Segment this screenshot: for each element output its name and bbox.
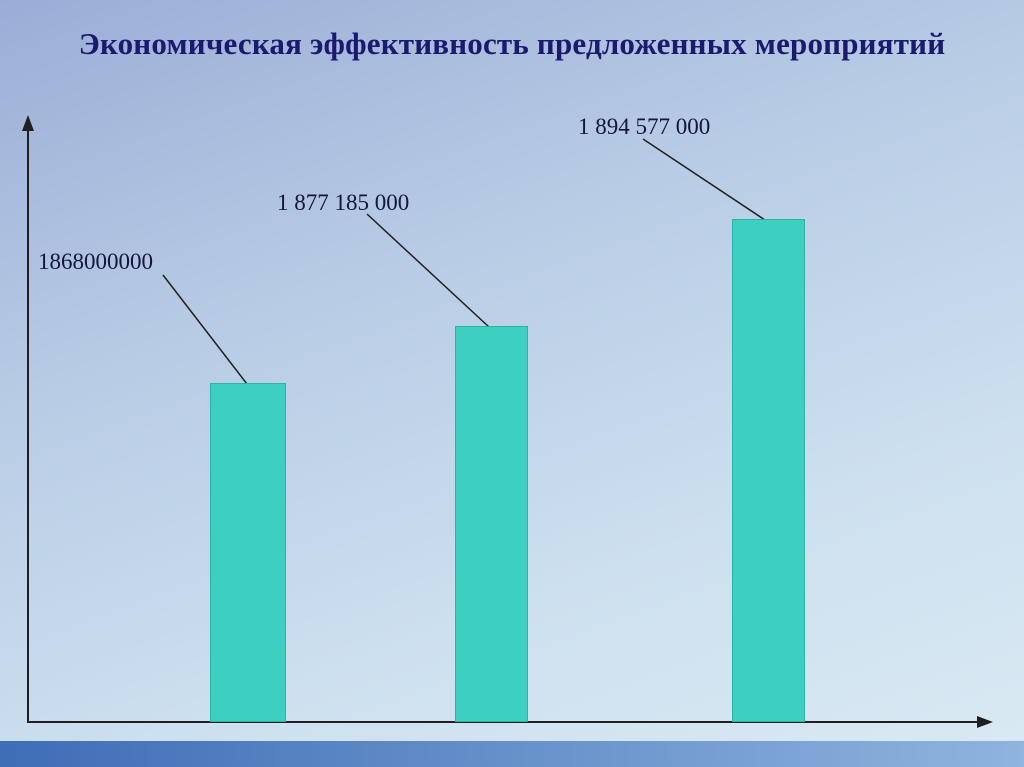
bar-label-3: 1 894 577 000 [578,114,711,139]
leader-line-2 [366,213,490,328]
x-axis-arrow-icon [977,716,993,728]
bar-3 [732,219,805,722]
bar-1 [210,383,286,722]
leader-line-3 [642,138,766,221]
bar-2 [455,326,528,722]
y-axis-arrow-icon [22,115,34,131]
bar-label-1: 1868000000 [38,249,153,274]
bar-label-2: 1 877 185 000 [277,190,410,215]
slide-title: Экономическая эффективность предложенных… [78,26,946,61]
leader-line-1 [162,274,248,385]
footer-bar [0,741,1024,767]
